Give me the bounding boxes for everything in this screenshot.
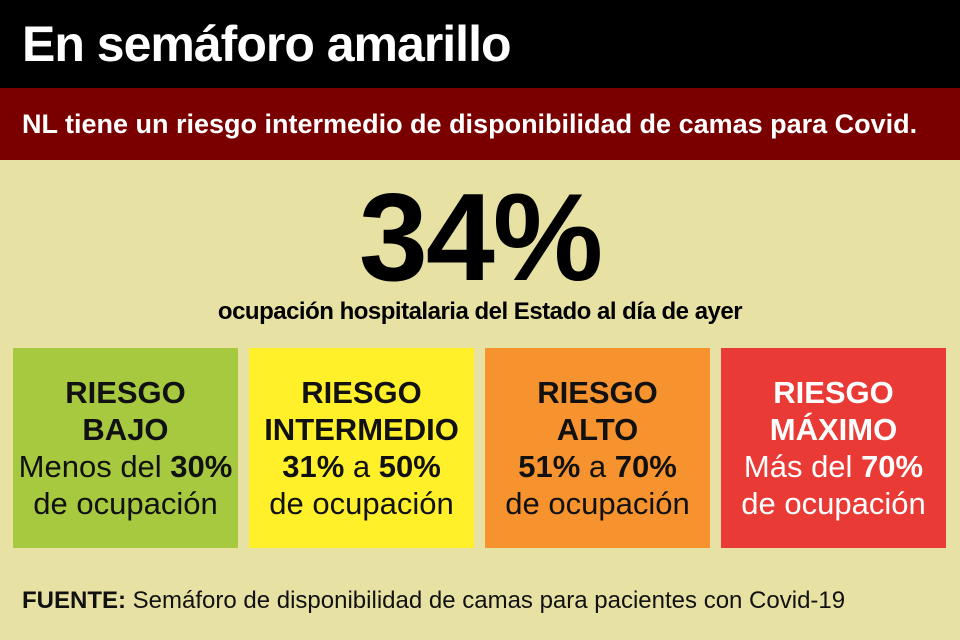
- range-to: 70%: [614, 449, 677, 484]
- range-to: 50%: [378, 449, 441, 484]
- source-text: Semáforo de disponibilidad de camas para…: [126, 587, 846, 614]
- risk-box-high: RIESGO ALTO 51% a 70% de ocupación: [485, 348, 710, 548]
- risk-description: de ocupación: [33, 486, 218, 521]
- risk-title-line1: RIESGO: [537, 375, 658, 410]
- risk-description: de ocupación: [741, 486, 926, 521]
- risk-title-line1: RIESGO: [773, 375, 894, 410]
- header-bar: En semáforo amarillo: [0, 0, 960, 88]
- subheader-bar: NL tiene un riesgo intermedio de disponi…: [0, 88, 960, 160]
- risk-range: 51% a 70%: [518, 448, 677, 485]
- range-prefix: Menos del: [18, 449, 171, 484]
- risk-description: de ocupación: [269, 486, 454, 521]
- range-from: 31%: [282, 449, 345, 484]
- subheader-text: NL tiene un riesgo intermedio de disponi…: [22, 109, 918, 139]
- risk-title-line2: MÁXIMO: [769, 412, 898, 447]
- risk-range: Menos del 30%: [19, 448, 233, 485]
- risk-title-line2: BAJO: [82, 412, 169, 447]
- risk-title-line2: INTERMEDIO: [264, 412, 459, 447]
- range-prefix: Más del: [743, 449, 862, 484]
- risk-title-line1: RIESGO: [65, 375, 186, 410]
- risk-box-low: RIESGO BAJO Menos del 30% de ocupación: [13, 348, 238, 548]
- page-title: En semáforo amarillo: [22, 16, 511, 72]
- range-from: 51%: [518, 449, 581, 484]
- occupancy-caption: ocupación hospitalaria del Estado al día…: [217, 298, 743, 325]
- risk-box-maximum: RIESGO MÁXIMO Más del 70% de ocupación: [721, 348, 946, 548]
- risk-description: de ocupación: [505, 486, 690, 521]
- risk-title-line1: RIESGO: [301, 375, 422, 410]
- risk-title-line2: ALTO: [556, 412, 639, 447]
- occupancy-percentage: 34%: [358, 169, 603, 307]
- risk-range: Más del 70%: [744, 448, 923, 485]
- risk-range: 31% a 50%: [282, 448, 441, 485]
- source-label: FUENTE:: [22, 587, 126, 614]
- source-footer: FUENTE: Semáforo de disponibilidad de ca…: [22, 586, 845, 616]
- range-value: 70%: [861, 449, 924, 484]
- range-value: 30%: [170, 449, 233, 484]
- range-separator: a: [344, 449, 379, 484]
- range-separator: a: [580, 449, 615, 484]
- risk-box-intermediate: RIESGO INTERMEDIO 31% a 50% de ocupación: [249, 348, 474, 548]
